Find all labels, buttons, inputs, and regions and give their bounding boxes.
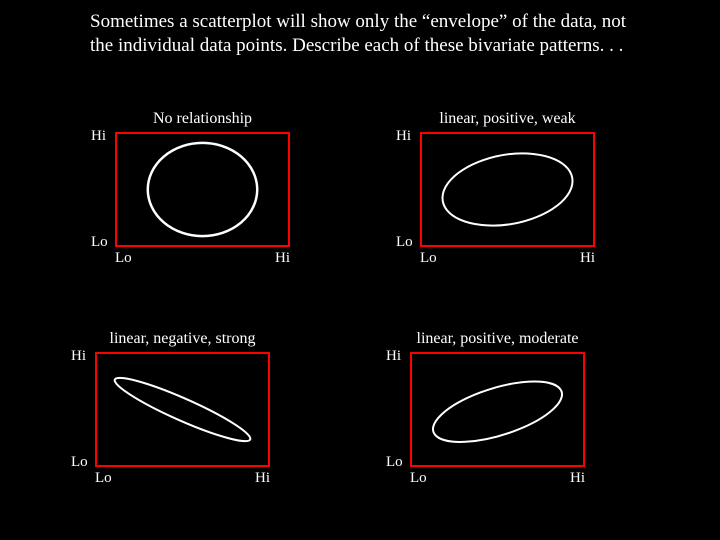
panel-linear-positive-weak: linear, positive, weak Hi Lo Lo Hi xyxy=(420,110,595,247)
x-axis-lo: Lo xyxy=(420,250,437,267)
panel-linear-positive-moderate: linear, positive, moderate Hi Lo Lo Hi xyxy=(410,330,585,467)
x-axis-lo: Lo xyxy=(410,470,427,487)
envelope-ellipse xyxy=(422,134,593,245)
x-axis-hi: Hi xyxy=(580,250,595,267)
y-axis-hi: Hi xyxy=(91,128,106,145)
plot-wrap: Hi Lo Lo Hi xyxy=(95,352,270,467)
plot-box xyxy=(115,132,290,247)
panel-title: linear, positive, moderate xyxy=(410,330,585,348)
envelope-ellipse xyxy=(412,354,583,465)
x-axis-hi: Hi xyxy=(570,470,585,487)
plot-wrap: Hi Lo Lo Hi xyxy=(410,352,585,467)
panel-title: linear, positive, weak xyxy=(420,110,595,128)
intro-text: Sometimes a scatterplot will show only t… xyxy=(90,10,650,58)
envelope-ellipse xyxy=(97,354,268,465)
y-axis-hi: Hi xyxy=(396,128,411,145)
y-axis-lo: Lo xyxy=(71,454,88,471)
plot-wrap: Hi Lo Lo Hi xyxy=(115,132,290,247)
panel-no-relationship: No relationship Hi Lo Lo Hi xyxy=(115,110,290,247)
x-axis-hi: Hi xyxy=(255,470,270,487)
panel-linear-negative-strong: linear, negative, strong Hi Lo Lo Hi xyxy=(95,330,270,467)
y-axis-hi: Hi xyxy=(386,348,401,365)
plot-box xyxy=(420,132,595,247)
plot-box xyxy=(95,352,270,467)
x-axis-lo: Lo xyxy=(95,470,112,487)
plot-box xyxy=(410,352,585,467)
y-axis-lo: Lo xyxy=(91,234,108,251)
plot-wrap: Hi Lo Lo Hi xyxy=(420,132,595,247)
envelope-ellipse xyxy=(117,134,288,245)
panel-title: No relationship xyxy=(115,110,290,128)
y-axis-lo: Lo xyxy=(396,234,413,251)
y-axis-hi: Hi xyxy=(71,348,86,365)
x-axis-hi: Hi xyxy=(275,250,290,267)
x-axis-lo: Lo xyxy=(115,250,132,267)
panel-title: linear, negative, strong xyxy=(95,330,270,348)
y-axis-lo: Lo xyxy=(386,454,403,471)
